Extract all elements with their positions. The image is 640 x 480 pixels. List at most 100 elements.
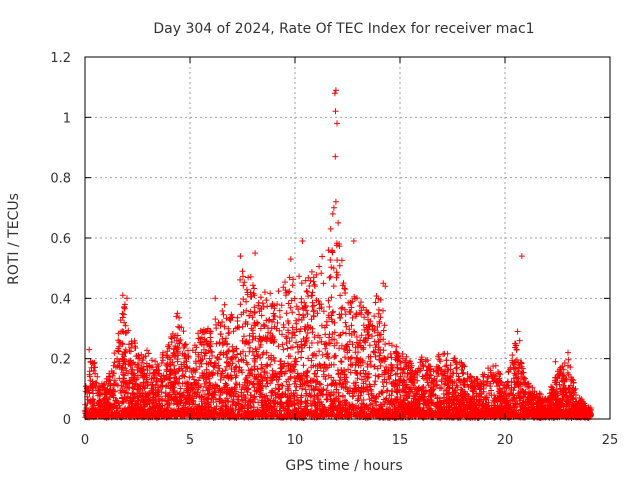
data-point: [322, 331, 329, 338]
data-point: [216, 340, 223, 347]
data-point: [279, 382, 286, 389]
data-point: [220, 311, 227, 318]
data-point: [330, 283, 337, 290]
data-points: [82, 87, 594, 422]
data-point: [333, 269, 340, 276]
data-point: [219, 308, 226, 314]
data-point: [243, 298, 250, 305]
data-point: [336, 262, 343, 269]
data-point: [94, 373, 101, 380]
data-point: [376, 318, 383, 325]
data-point: [239, 268, 246, 275]
data-point: [263, 297, 270, 304]
data-point: [403, 353, 410, 360]
data-point: [352, 349, 359, 356]
data-point: [380, 307, 386, 314]
data-point: [504, 378, 511, 385]
data-point: [212, 316, 219, 323]
data-point: [436, 356, 443, 363]
data-point: [304, 289, 311, 295]
data-point: [375, 306, 382, 313]
data-point: [298, 299, 305, 306]
data-point: [358, 299, 364, 306]
data-point: [333, 274, 340, 281]
data-point: [237, 301, 244, 308]
data-point: [181, 342, 188, 348]
data-point: [251, 285, 257, 292]
data-point: [358, 311, 365, 318]
data-point: [358, 376, 365, 383]
data-point: [229, 343, 236, 350]
data-point: [327, 257, 334, 263]
data-point: [337, 358, 344, 365]
data-point: [380, 383, 387, 390]
data-point: [309, 352, 316, 359]
data-point: [334, 271, 341, 278]
data-point: [264, 362, 271, 369]
data-point: [240, 282, 247, 289]
data-point: [243, 286, 250, 293]
data-point: [275, 288, 282, 295]
data-point: [298, 348, 305, 355]
data-point: [283, 333, 289, 340]
data-point: [383, 379, 390, 386]
data-point: [126, 341, 132, 348]
data-point: [120, 311, 127, 318]
data-point: [311, 283, 318, 290]
data-point: [298, 354, 305, 361]
data-point: [366, 342, 373, 349]
data-point: [327, 273, 334, 280]
data-point: [240, 273, 246, 280]
data-point: [177, 337, 184, 343]
data-point: [267, 290, 274, 297]
data-point: [536, 390, 543, 397]
data-point: [284, 345, 291, 352]
data-point: [286, 288, 293, 295]
data-point: [310, 302, 317, 309]
data-point: [300, 362, 307, 369]
data-point: [336, 332, 342, 339]
data-point: [296, 273, 303, 280]
data-point: [254, 366, 261, 373]
data-point: [302, 386, 309, 393]
data-point: [293, 339, 300, 346]
data-point: [309, 292, 316, 299]
data-point: [316, 263, 323, 270]
data-point: [338, 359, 345, 365]
data-point: [277, 314, 283, 321]
data-point: [326, 303, 333, 310]
data-point: [246, 348, 253, 355]
data-point: [160, 357, 166, 364]
data-point: [306, 283, 313, 289]
data-point: [149, 357, 155, 364]
data-point: [459, 370, 466, 377]
data-point: [223, 350, 230, 357]
data-point: [233, 363, 240, 370]
data-point: [214, 355, 221, 361]
data-point: [250, 282, 256, 289]
data-point: [341, 285, 348, 292]
data-point: [221, 301, 228, 308]
data-point: [303, 288, 310, 294]
data-point: [342, 354, 348, 361]
data-point: [283, 310, 290, 317]
data-point: [217, 331, 224, 338]
data-point: [261, 289, 268, 296]
data-point: [329, 248, 336, 255]
data-point: [372, 378, 379, 385]
data-point: [338, 305, 345, 312]
data-point: [278, 302, 285, 309]
data-point: [286, 274, 293, 281]
data-point: [303, 335, 310, 342]
chart-title: Day 304 of 2024, Rate Of TEC Index for r…: [153, 21, 534, 37]
data-point: [342, 319, 349, 326]
data-point: [280, 346, 287, 353]
data-point: [319, 253, 326, 260]
data-point: [326, 274, 333, 281]
data-point: [247, 273, 254, 280]
data-point: [230, 348, 236, 355]
data-point: [442, 363, 449, 370]
data-point: [529, 384, 536, 391]
data-point: [320, 280, 327, 287]
